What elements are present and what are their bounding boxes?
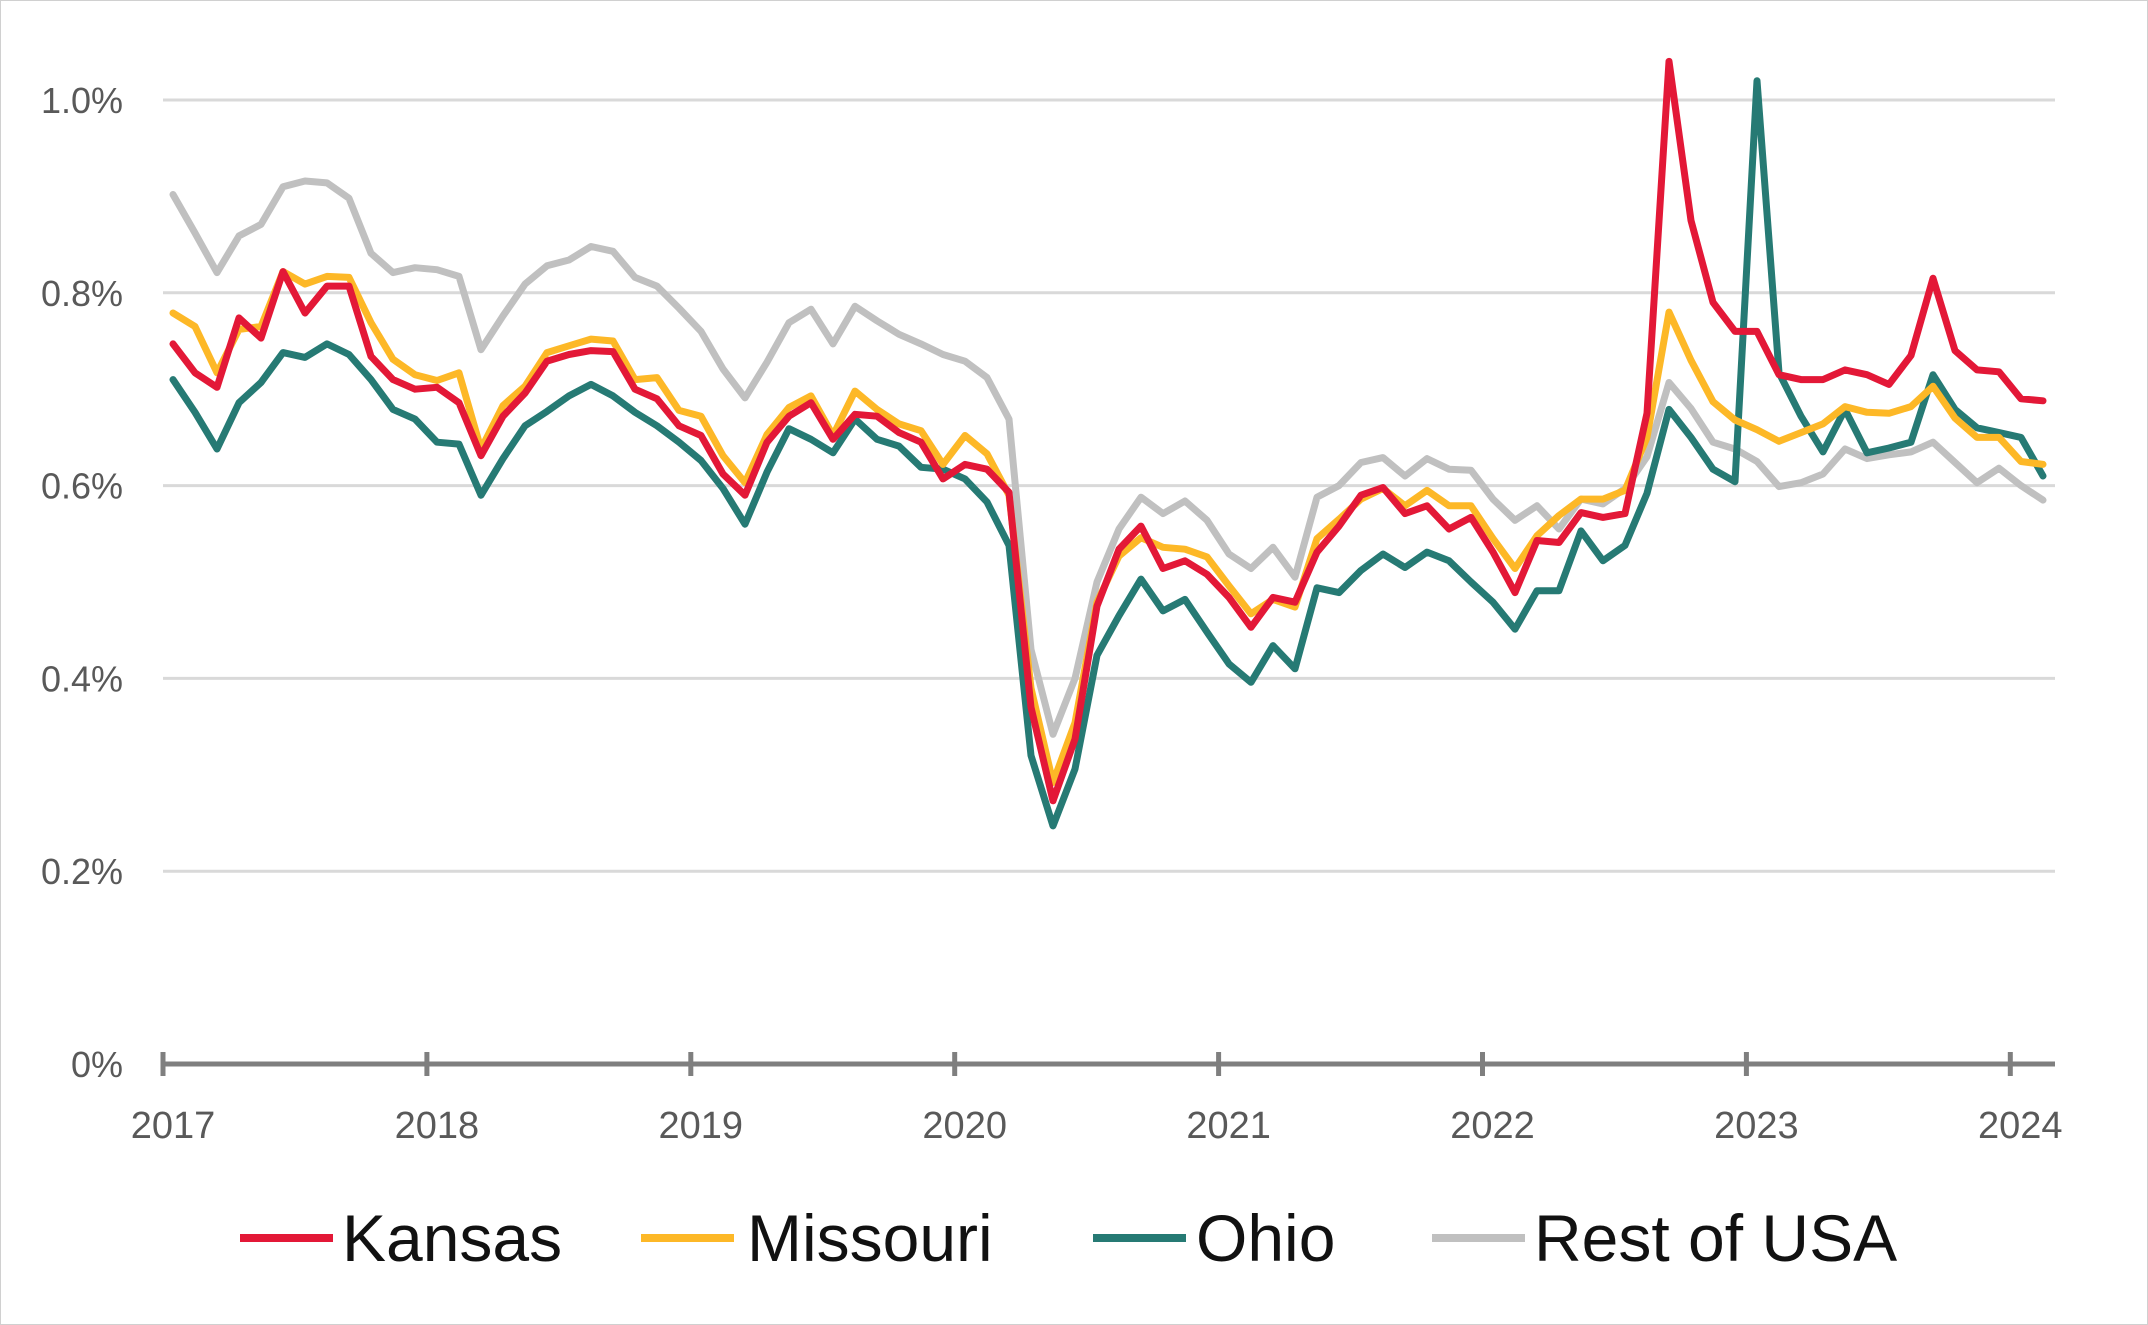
y-tick-label: 0.8% — [41, 273, 123, 314]
y-tick-label: 0.6% — [41, 466, 123, 507]
series-line-ohio — [169, 77, 2047, 830]
gridlines — [163, 98, 2055, 873]
x-tick-label: 2024 — [1978, 1105, 2063, 1147]
x-tick-label: 2021 — [1186, 1105, 1271, 1147]
x-tick-label: 2022 — [1450, 1105, 1535, 1147]
series-line-rest-of-usa — [169, 177, 2047, 738]
x-axis: 2017 2018 2019 2020 2021 2022 2023 2024 — [131, 1052, 2063, 1147]
series-line-kansas — [169, 57, 2047, 805]
y-tick-label: 0.4% — [41, 658, 123, 699]
y-axis-tick-labels: 0% 0.2% 0.4% 0.6% 0.8% 1.0% — [41, 80, 123, 1085]
x-tick-label: 2023 — [1714, 1105, 1799, 1147]
y-tick-label: 0.2% — [41, 851, 123, 892]
legend-label-rest-of-usa: Rest of USA — [1534, 1201, 1897, 1275]
legend-label-kansas: Kansas — [342, 1201, 562, 1275]
x-tick-label: 2019 — [659, 1105, 744, 1147]
series-lines — [169, 57, 2047, 830]
x-tick-label: 2017 — [131, 1105, 216, 1147]
x-tick-label: 2018 — [395, 1105, 480, 1147]
x-tick-label: 2020 — [922, 1105, 1007, 1147]
legend-label-missouri: Missouri — [747, 1201, 993, 1275]
legend: Kansas Missouri Ohio Rest of USA — [240, 1201, 1897, 1275]
y-tick-label: 1.0% — [41, 80, 123, 121]
legend-label-ohio: Ohio — [1196, 1201, 1335, 1275]
y-tick-label: 0% — [71, 1044, 123, 1085]
